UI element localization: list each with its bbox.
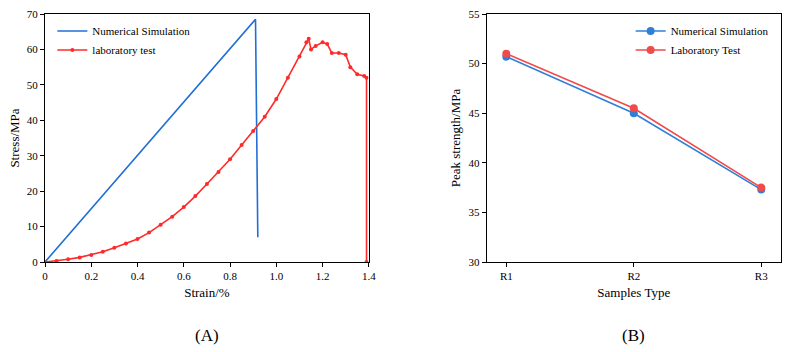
svg-text:0.6: 0.6 — [177, 270, 191, 282]
svg-text:0: 0 — [32, 256, 38, 268]
svg-text:laboratory test: laboratory test — [92, 44, 155, 56]
svg-text:R3: R3 — [755, 270, 768, 282]
svg-text:45: 45 — [468, 107, 480, 119]
svg-text:30: 30 — [27, 150, 39, 162]
svg-text:0: 0 — [42, 270, 48, 282]
svg-text:Numerical Simulation: Numerical Simulation — [92, 25, 190, 37]
svg-text:50: 50 — [468, 57, 480, 69]
svg-text:R2: R2 — [627, 270, 640, 282]
svg-text:20: 20 — [27, 185, 39, 197]
svg-text:Stress/MPa: Stress/MPa — [7, 108, 22, 167]
svg-text:40: 40 — [27, 114, 39, 126]
svg-text:(B): (B) — [622, 326, 645, 345]
svg-text:Peak strength/MPa: Peak strength/MPa — [448, 88, 463, 187]
svg-text:10: 10 — [27, 220, 39, 232]
svg-text:Samples Type: Samples Type — [597, 285, 670, 300]
svg-text:0.4: 0.4 — [131, 270, 145, 282]
svg-text:1.0: 1.0 — [269, 270, 283, 282]
svg-text:40: 40 — [468, 157, 480, 169]
svg-text:0.2: 0.2 — [84, 270, 98, 282]
svg-text:0.8: 0.8 — [223, 270, 237, 282]
svg-text:Strain/%: Strain/% — [184, 285, 230, 300]
svg-text:55: 55 — [468, 8, 480, 20]
svg-text:1.2: 1.2 — [316, 270, 330, 282]
svg-text:R1: R1 — [500, 270, 513, 282]
svg-text:Numerical Simulation: Numerical Simulation — [671, 25, 769, 37]
svg-text:Laboratory Test: Laboratory Test — [671, 44, 741, 56]
svg-text:50: 50 — [27, 79, 39, 91]
svg-text:70: 70 — [27, 8, 39, 20]
svg-text:30: 30 — [468, 256, 480, 268]
svg-text:60: 60 — [27, 43, 39, 55]
svg-text:35: 35 — [468, 206, 480, 218]
svg-text:(A): (A) — [195, 326, 219, 345]
svg-text:1.4: 1.4 — [362, 270, 376, 282]
